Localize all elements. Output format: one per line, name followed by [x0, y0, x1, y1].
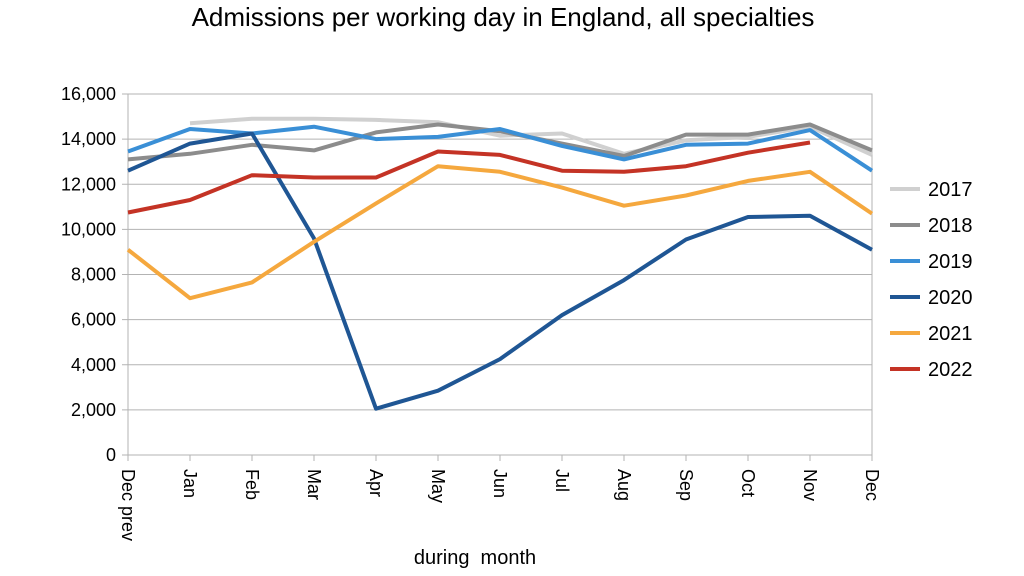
legend-label: 2018: [928, 215, 973, 237]
x-tick-label: Jan: [180, 469, 200, 498]
x-tick-label: Apr: [366, 469, 386, 497]
series-lines: [126, 116, 874, 411]
y-tick-label: 0: [106, 445, 116, 465]
y-tick-label: 14,000: [61, 129, 116, 149]
y-tick-label: 8,000: [71, 265, 116, 285]
x-tick-label: Feb: [242, 469, 262, 500]
y-tick-label: 16,000: [61, 84, 116, 104]
series-line-2021: [126, 164, 874, 301]
legend-item-2022: 2022: [890, 359, 973, 381]
y-tick-label: 4,000: [71, 355, 116, 375]
x-tick-label: Mar: [304, 469, 324, 500]
legend-item-2019: 2019: [890, 251, 973, 273]
legend-item-2020: 2020: [890, 287, 973, 309]
x-axis-ticks: Dec prev Jan Feb Mar Apr May Jun Jul Aug Sep Oct No…: [118, 455, 882, 541]
series-line-2022: [127, 140, 811, 215]
x-tick-label: May: [428, 469, 448, 503]
x-tick-label: Nov: [800, 469, 820, 501]
legend-label: 2020: [928, 287, 973, 309]
legend-label: 2019: [928, 251, 973, 273]
y-axis-ticks: 0 2,000 4,000 6,000 8,000 10,000 12,000 14,000 1…: [61, 84, 128, 465]
x-tick-label: Jun: [490, 469, 510, 498]
legend-item-2021: 2021: [890, 323, 973, 345]
x-tick-label: Jul: [552, 469, 572, 492]
x-tick-label: Aug: [614, 469, 634, 501]
series-line-2017: [189, 116, 873, 157]
legend: 2017 2018 2019 2020 2021 2022: [890, 179, 973, 381]
y-tick-label: 2,000: [71, 400, 116, 420]
x-tick-label: Sep: [676, 469, 696, 501]
chart-title: Admissions per working day in England, a…: [192, 2, 815, 32]
legend-label: 2021: [928, 323, 973, 345]
y-tick-label: 12,000: [61, 174, 116, 194]
legend-label: 2017: [928, 179, 973, 201]
x-tick-label: Oct: [738, 469, 758, 497]
x-axis-label: during month: [414, 547, 536, 569]
x-tick-label: Dec prev: [118, 469, 138, 541]
y-tick-label: 6,000: [71, 310, 116, 330]
x-tick-label: Dec: [862, 469, 882, 501]
y-tick-label: 10,000: [61, 219, 116, 239]
legend-item-2018: 2018: [890, 215, 973, 237]
series-line-2018: [127, 122, 873, 162]
series-line-2020: [127, 131, 873, 411]
legend-label: 2022: [928, 359, 973, 381]
legend-item-2017: 2017: [890, 179, 973, 201]
